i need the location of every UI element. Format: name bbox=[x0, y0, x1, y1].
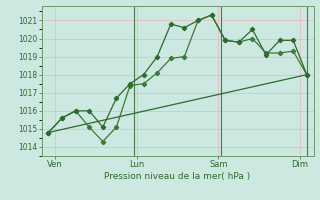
X-axis label: Pression niveau de la mer( hPa ): Pression niveau de la mer( hPa ) bbox=[104, 172, 251, 181]
